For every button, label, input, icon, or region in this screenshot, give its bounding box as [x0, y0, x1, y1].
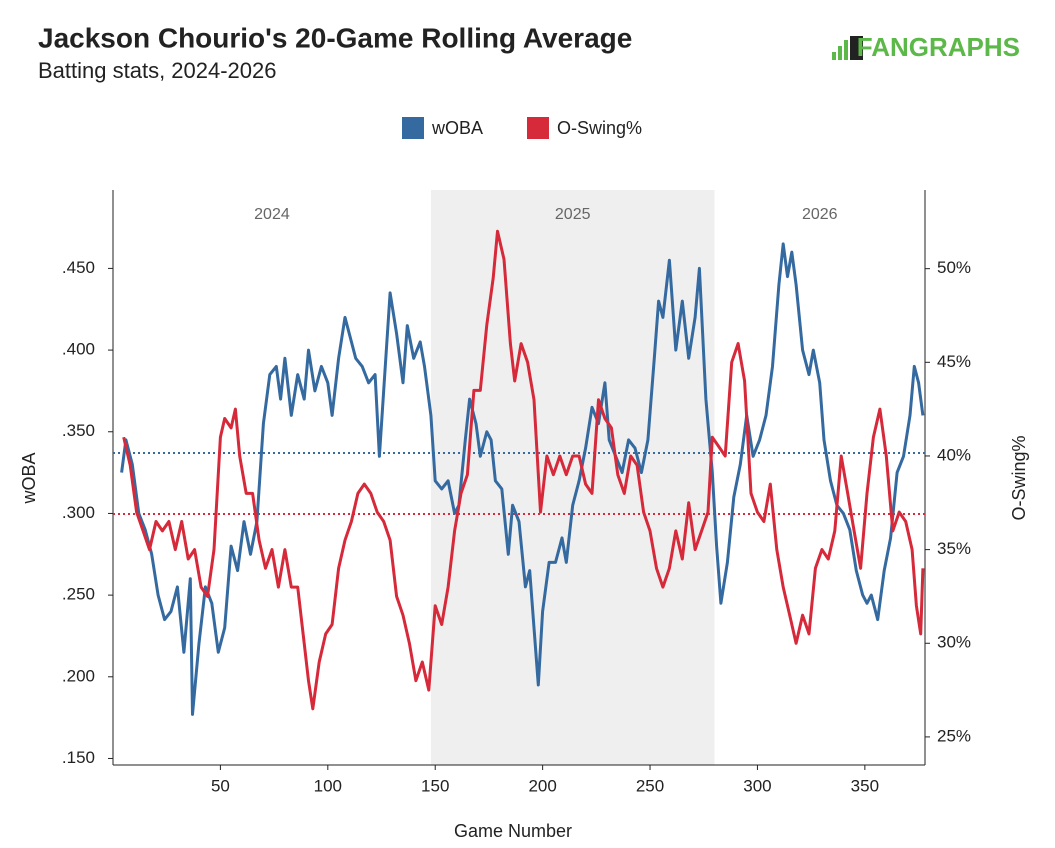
- y2-axis-title: O-Swing%: [1009, 435, 1029, 520]
- x-tick-label: 250: [636, 776, 664, 795]
- series-line: [120, 242, 925, 716]
- x-tick-label: 50: [211, 776, 230, 795]
- y2-tick-label: 40%: [937, 445, 971, 464]
- season-label: 2024: [254, 206, 290, 223]
- y-tick-label: .150: [62, 748, 95, 767]
- chart-title: Jackson Chourio's 20-Game Rolling Averag…: [38, 22, 632, 53]
- series-line: [122, 229, 925, 711]
- y-tick-label: .300: [62, 503, 95, 522]
- y2-tick-label: 45%: [937, 352, 971, 371]
- season-label: 2025: [555, 206, 591, 223]
- x-tick-label: 350: [851, 776, 879, 795]
- season-label: 2026: [802, 206, 838, 223]
- legend-label: O-Swing%: [557, 118, 642, 138]
- legend-swatch: [402, 117, 424, 139]
- y2-tick-label: 25%: [937, 726, 971, 745]
- y2-tick-label: 30%: [937, 633, 971, 652]
- y2-tick-label: 50%: [937, 258, 971, 277]
- y-axis-title: wOBA: [19, 452, 39, 504]
- y-tick-label: .350: [62, 421, 95, 440]
- x-tick-label: 100: [314, 776, 342, 795]
- x-axis-title: Game Number: [454, 821, 572, 841]
- logo: FANGRAPHS: [857, 32, 1020, 62]
- legend-label: wOBA: [431, 118, 483, 138]
- y-tick-label: .450: [62, 258, 95, 277]
- y-tick-label: .250: [62, 585, 95, 604]
- x-tick-label: 300: [743, 776, 771, 795]
- x-tick-label: 200: [528, 776, 556, 795]
- legend-swatch: [527, 117, 549, 139]
- chart-subtitle: Batting stats, 2024-2026: [38, 58, 277, 83]
- x-tick-label: 150: [421, 776, 449, 795]
- y-tick-label: .400: [62, 340, 95, 359]
- logo-icon: [832, 36, 863, 60]
- y-tick-label: .200: [62, 666, 95, 685]
- y2-tick-label: 35%: [937, 539, 971, 558]
